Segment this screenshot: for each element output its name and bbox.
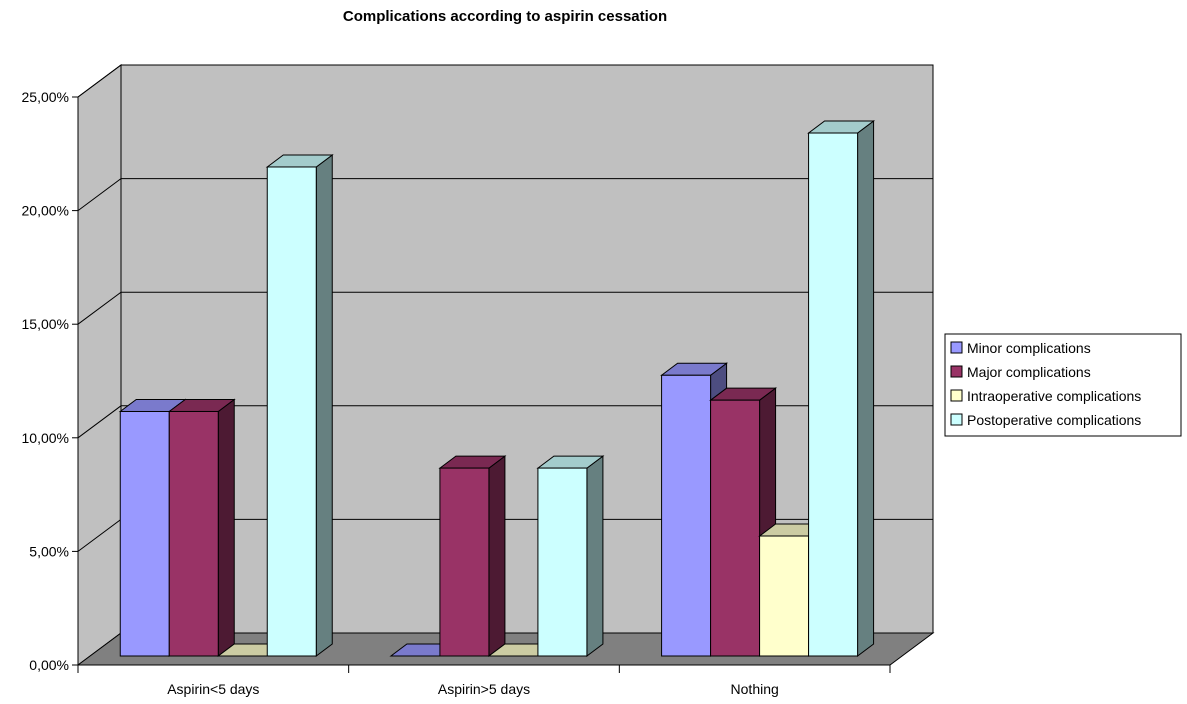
bar-1-1 [438, 455, 507, 657]
legend-label: Postoperative complications [967, 412, 1141, 428]
side-wall [77, 64, 122, 666]
y-tick-label: 10,00% [22, 430, 69, 446]
bar-front [439, 467, 490, 657]
gridline [77, 291, 933, 325]
bar-front [537, 467, 588, 657]
legend-swatch [950, 341, 963, 354]
legend-swatch [950, 389, 963, 402]
plot-area: 0,00% 5,00% 10,00% 15,00% 20,00% 25,00% Aspiri… [22, 64, 935, 697]
bar-front [661, 374, 712, 657]
legend-label: Intraoperative complications [967, 388, 1141, 404]
bar-side [857, 120, 875, 657]
bar-0-0 [118, 398, 187, 657]
bar-0-1 [167, 398, 236, 657]
x-tick-label: Aspirin>5 days [438, 681, 530, 697]
bar-front [168, 410, 219, 657]
chart-title: Complications according to aspirin cessa… [343, 8, 667, 25]
legend-label: Minor complications [967, 340, 1091, 356]
y-tick-label: 0,00% [29, 657, 69, 673]
y-tick-label: 5,00% [29, 543, 69, 559]
legend-swatch [950, 413, 963, 426]
bar-side [217, 398, 235, 657]
bar-side [586, 455, 604, 657]
bar-front [119, 410, 170, 657]
y-tick-label: 25,00% [22, 89, 69, 105]
y-tick-label: 20,00% [22, 203, 69, 219]
gridline [77, 178, 933, 212]
bar-0-3 [265, 153, 334, 657]
bar-front [808, 132, 859, 657]
y-tick-label: 15,00% [22, 316, 69, 332]
bar-front [759, 535, 810, 657]
gridline [77, 64, 933, 98]
legend-swatch [950, 365, 963, 378]
bar-2-3 [807, 120, 876, 657]
legend-label: Major complications [967, 364, 1091, 380]
x-tick-label: Aspirin<5 days [167, 681, 259, 697]
bar-front [710, 399, 761, 657]
bar-side [315, 153, 333, 657]
legend-box [944, 333, 1182, 437]
x-tick-label: Nothing [731, 681, 779, 697]
bar-front [266, 166, 317, 657]
bar-side [488, 455, 506, 657]
bar-1-3 [536, 455, 605, 657]
legend: Minor complications Major complications In… [944, 333, 1182, 437]
